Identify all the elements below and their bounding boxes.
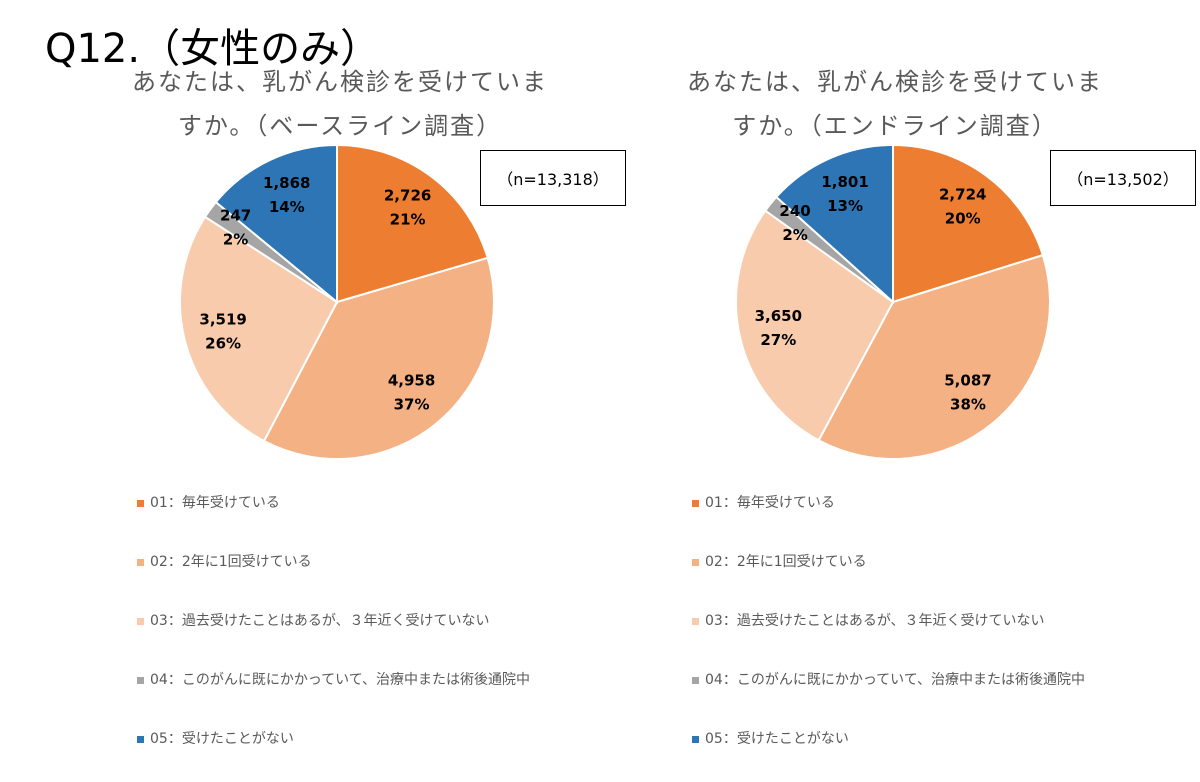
sample-size: （n=13,502） [1050,150,1196,206]
percent-label: 2% [782,226,807,244]
legend-label: 03：過去受けたことはあるが、３年近く受けていない [150,613,490,629]
legend-label: 05：受けたことがない [705,731,849,747]
sample-size: （n=13,318） [480,150,626,206]
pie-slice [817,253,1051,460]
percent-label: 26% [205,334,241,352]
legend-marker [692,500,699,507]
value-label: 1,868 [263,174,310,192]
legend-label: 02：2年に1回受けている [150,554,312,570]
pie-slice [774,143,894,305]
percent-label: 2% [223,230,248,248]
legend-marker [137,500,144,507]
legend-marker [137,677,144,684]
percent-label: 21% [390,210,426,228]
legend-marker [692,559,699,566]
percent-label: 20% [945,210,981,228]
legend-label: 03：過去受けたことはあるが、３年近く受けていない [705,613,1045,629]
page-title: Q12.（女性のみ） [45,26,381,72]
value-label: 3,519 [199,310,246,328]
percent-label: 27% [760,331,796,349]
legend-label: 01：毎年受けている [150,495,280,511]
legend-label: 04：このがんに既にかかっていて、治療中または術後通院中 [705,671,1085,688]
chart-title: あなたは、乳がん検診を受けていますか。（エンドライン調査） [687,68,1103,140]
legend-marker [137,559,144,566]
value-label: 1,801 [821,173,868,191]
legend-marker [137,618,144,625]
chart-title: あなたは、乳がん検診を受けていますか。（ベースライン調査） [132,68,548,140]
value-label: 247 [220,206,251,224]
value-label: 2,724 [939,186,986,204]
legend-marker [692,618,699,625]
legend-label: 04：このがんに既にかかっていて、治療中または術後通院中 [150,671,530,688]
pie-slice [735,209,895,442]
pie-slice [179,215,339,443]
pie-slice [336,143,489,304]
value-label: 3,650 [755,307,802,325]
percent-label: 38% [950,395,986,413]
value-label: 2,726 [384,186,431,204]
legend-marker [692,736,699,743]
pie-slice [892,143,1045,304]
legend-label: 01：毎年受けている [705,495,835,511]
legend-marker [692,677,699,684]
pie-slice [214,143,338,305]
legend-label: 05：受けたことがない [150,731,294,747]
legend-marker [137,736,144,743]
pie-slice [262,256,495,460]
percent-label: 14% [269,198,305,216]
legend-label: 02：2年に1回受けている [705,554,867,570]
percent-label: 37% [394,396,430,414]
value-label: 5,087 [944,371,991,389]
value-label: 240 [779,202,810,220]
percent-label: 13% [827,197,863,215]
value-label: 4,958 [388,372,435,390]
